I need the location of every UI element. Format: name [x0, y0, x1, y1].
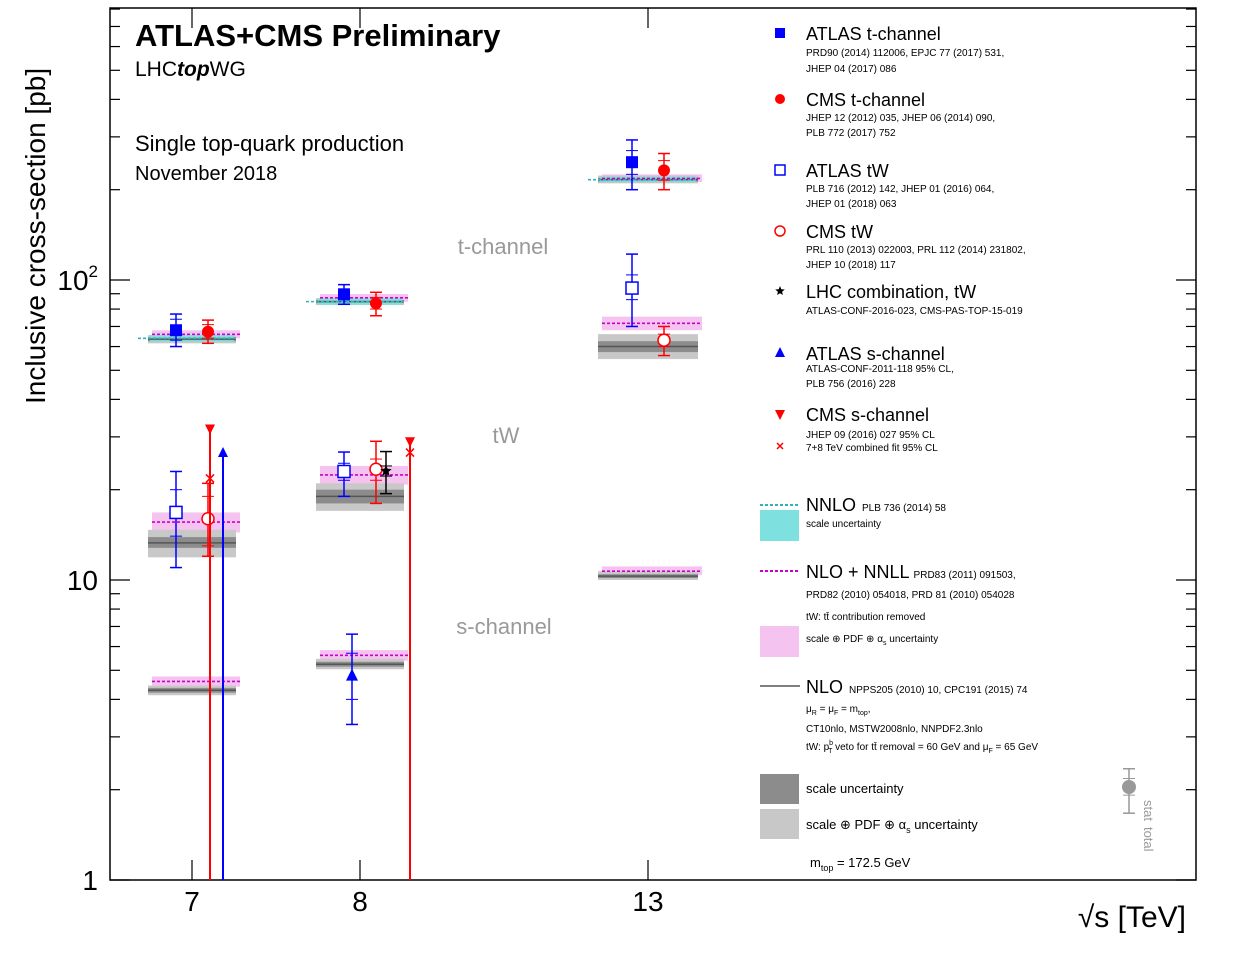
legend-ref-cms-tw-1: PRL 110 (2013) 022003, PRL 112 (2014) 23… [806, 245, 1026, 256]
legend-marker-atlas_t [775, 28, 785, 38]
legend-label-nnlo: NNLO PLB 736 (2014) 58 [806, 495, 946, 515]
legend-label-dark-band: scale uncertainty [806, 781, 904, 796]
axes: 1 10 102 7 8 13 [57, 8, 1196, 917]
legend-marker-cms_s [775, 410, 785, 420]
legend-marker-cms_tw [774, 225, 786, 237]
chart-subtitle: LHCtopWG [135, 58, 246, 81]
nlonnll-band-t-channel-7 [152, 330, 240, 339]
marker-atlas-tw-13 [625, 281, 639, 295]
chart-title: ATLAS+CMS Preliminary [135, 18, 501, 53]
legend-nlonnll-note: tW: tt̄ contribution removed [806, 611, 925, 623]
legend-marker-lhc_tw [775, 286, 785, 295]
legend-ref-cms-t-1: JHEP 12 (2012) 035, JHEP 06 (2014) 090, [806, 113, 995, 124]
legend-label-nlo: NLO NPPS205 (2010) 10, CPC191 (2015) 74 [806, 677, 1028, 697]
legend-nnlo-band [760, 510, 799, 541]
legend-label-nnlo-band: scale uncertainty [806, 519, 881, 530]
legend-ref-atlas-tw-1: PLB 716 (2012) 142, JHEP 01 (2016) 064, [806, 184, 994, 195]
legend-marker-atlas_tw [774, 164, 786, 176]
nlonnll-band-s-channel-8 [320, 650, 408, 661]
legend-ref-cms-t-2: PLB 772 (2017) 752 [806, 128, 896, 139]
legend-example-marker [1122, 780, 1136, 794]
legend-label-nlonnll: NLO + NNLL PRD83 (2011) 091503, [806, 562, 1016, 582]
legend-nlo-dark-band [760, 774, 799, 804]
legend-ref-nlonnll-2: PRD82 (2010) 054018, PRD 81 (2010) 05402… [806, 590, 1015, 601]
marker-atlas-s-channel-8 [346, 668, 358, 681]
x-axis-title: √s [TeV] [1078, 901, 1186, 934]
legend-nlo-light-band [760, 809, 799, 839]
legend-label-cms-tw: CMS tW [806, 222, 873, 242]
legend-ref-cms-s-1: JHEP 09 (2016) 027 95% CL [806, 430, 935, 441]
marker-cms-t-channel-7 [202, 325, 214, 338]
legend-nlo-pdfs: CT10nlo, MSTW2008nlo, NNPDF2.3nlo [806, 724, 983, 735]
y-tick-label: 10 [67, 565, 98, 596]
marker-lhc-combination-tw-8 [380, 464, 392, 476]
legend-label-atlas-tw: ATLAS tW [806, 161, 889, 181]
marker-cms-tw-13 [657, 333, 671, 347]
legend-label-cms-t: CMS t-channel [806, 90, 925, 110]
plot-frame [109, 7, 1197, 881]
legend-mtop: mtop = 172.5 GeV [810, 855, 911, 873]
legend-ref-atlas-s-1: ATLAS-CONF-2011-118 95% CL, [806, 364, 954, 375]
marker-atlas-tw-8 [337, 464, 351, 479]
x-tick-label: 13 [632, 886, 663, 917]
legend-nlonnll-band [760, 626, 799, 657]
x-tick-label: 8 [352, 886, 368, 917]
marker-atlas-tw-7 [169, 505, 183, 520]
y-tick-label: 1 [82, 865, 98, 896]
legend-label-cms-s: CMS s-channel [806, 405, 929, 425]
nlonnll-band-tW-7 [152, 512, 240, 533]
legend-label-light-band: scale ⊕ PDF ⊕ αs uncertainty [806, 817, 978, 835]
marker-cms-tw-7 [201, 512, 215, 526]
nnlo-band-t-channel-7 [150, 334, 234, 342]
y-tick-label: 102 [57, 262, 98, 296]
legend-nlo-mu: μR = μF = mtop, [806, 704, 871, 717]
legend-marker-comb_s [776, 442, 784, 450]
region-label-s-channel: s-channel [456, 614, 551, 639]
info-line-2: November 2018 [135, 163, 277, 185]
legend-marker-cms_t [775, 94, 785, 104]
limit-marker-atlas-s-channel-7 [218, 447, 228, 458]
marker-atlas-t-channel-8 [338, 288, 350, 301]
legend-label-atlas-s: ATLAS s-channel [806, 344, 945, 364]
info-line-1: Single top-quark production [135, 131, 404, 156]
legend-ref-atlas-s-2: PLB 756 (2016) 228 [806, 379, 896, 390]
x-tick-label: 7 [184, 886, 200, 917]
region-label-t-channel: t-channel [458, 234, 549, 259]
legend-marker-atlas_s [775, 347, 785, 357]
marker-atlas-t-channel-13 [626, 156, 638, 169]
y-axis-title: Inclusive cross-section [pb] [20, 68, 51, 404]
legend-ref-atlas-tw-2: JHEP 01 (2018) 063 [806, 199, 897, 210]
legend-label-atlas-t: ATLAS t-channel [806, 24, 941, 44]
region-label-tw: tW [493, 423, 520, 448]
limit-marker-7-8-tev-combined-fit-95-cl-8 [405, 448, 415, 458]
legend-ref-lhc-tw-1: ATLAS-CONF-2016-023, CMS-PAS-TOP-15-019 [806, 306, 1023, 317]
legend-ref-atlas-t-2: JHEP 04 (2017) 086 [806, 64, 897, 75]
nlonnll-band-tW-8 [320, 465, 408, 485]
marker-cms-tw-8 [369, 462, 383, 476]
legend-markers [774, 28, 1136, 814]
legend-ref-cms-tw-2: JHEP 10 (2018) 117 [806, 260, 896, 271]
limit-marker-7-8-tev-combined-fit-95-cl-7 [205, 473, 215, 483]
limit-marker-cms-s-channel-7 [205, 424, 215, 435]
marker-cms-t-channel-13 [658, 164, 670, 177]
legend-nlo-veto: tW: pb T veto for tt̄ removal = 60 GeV an… [806, 740, 1038, 755]
limit-marker-cms-s-channel-8 [405, 437, 415, 448]
legend-ref-atlas-t-1: PRD90 (2014) 112006, EPJC 77 (2017) 531, [806, 48, 1004, 59]
legend-label-nlonnll-band: scale ⊕ PDF ⊕ αs uncertainty [806, 634, 938, 647]
legend: ATLAS t-channel PRD90 (2014) 112006, EPJ… [760, 24, 1156, 873]
legend-stat-total-label: stattotal [1141, 800, 1156, 852]
legend-label-lhc-tw: LHC combination, tW [806, 282, 976, 302]
marker-cms-t-channel-8 [370, 297, 382, 310]
nlonnll-band-s-channel-7 [152, 676, 240, 687]
marker-atlas-t-channel-7 [170, 324, 182, 337]
legend-label-comb-s: 7+8 TeV combined fit 95% CL [806, 443, 938, 454]
data-points [169, 139, 671, 880]
nlonnll-band-t-channel-8 [320, 294, 408, 302]
